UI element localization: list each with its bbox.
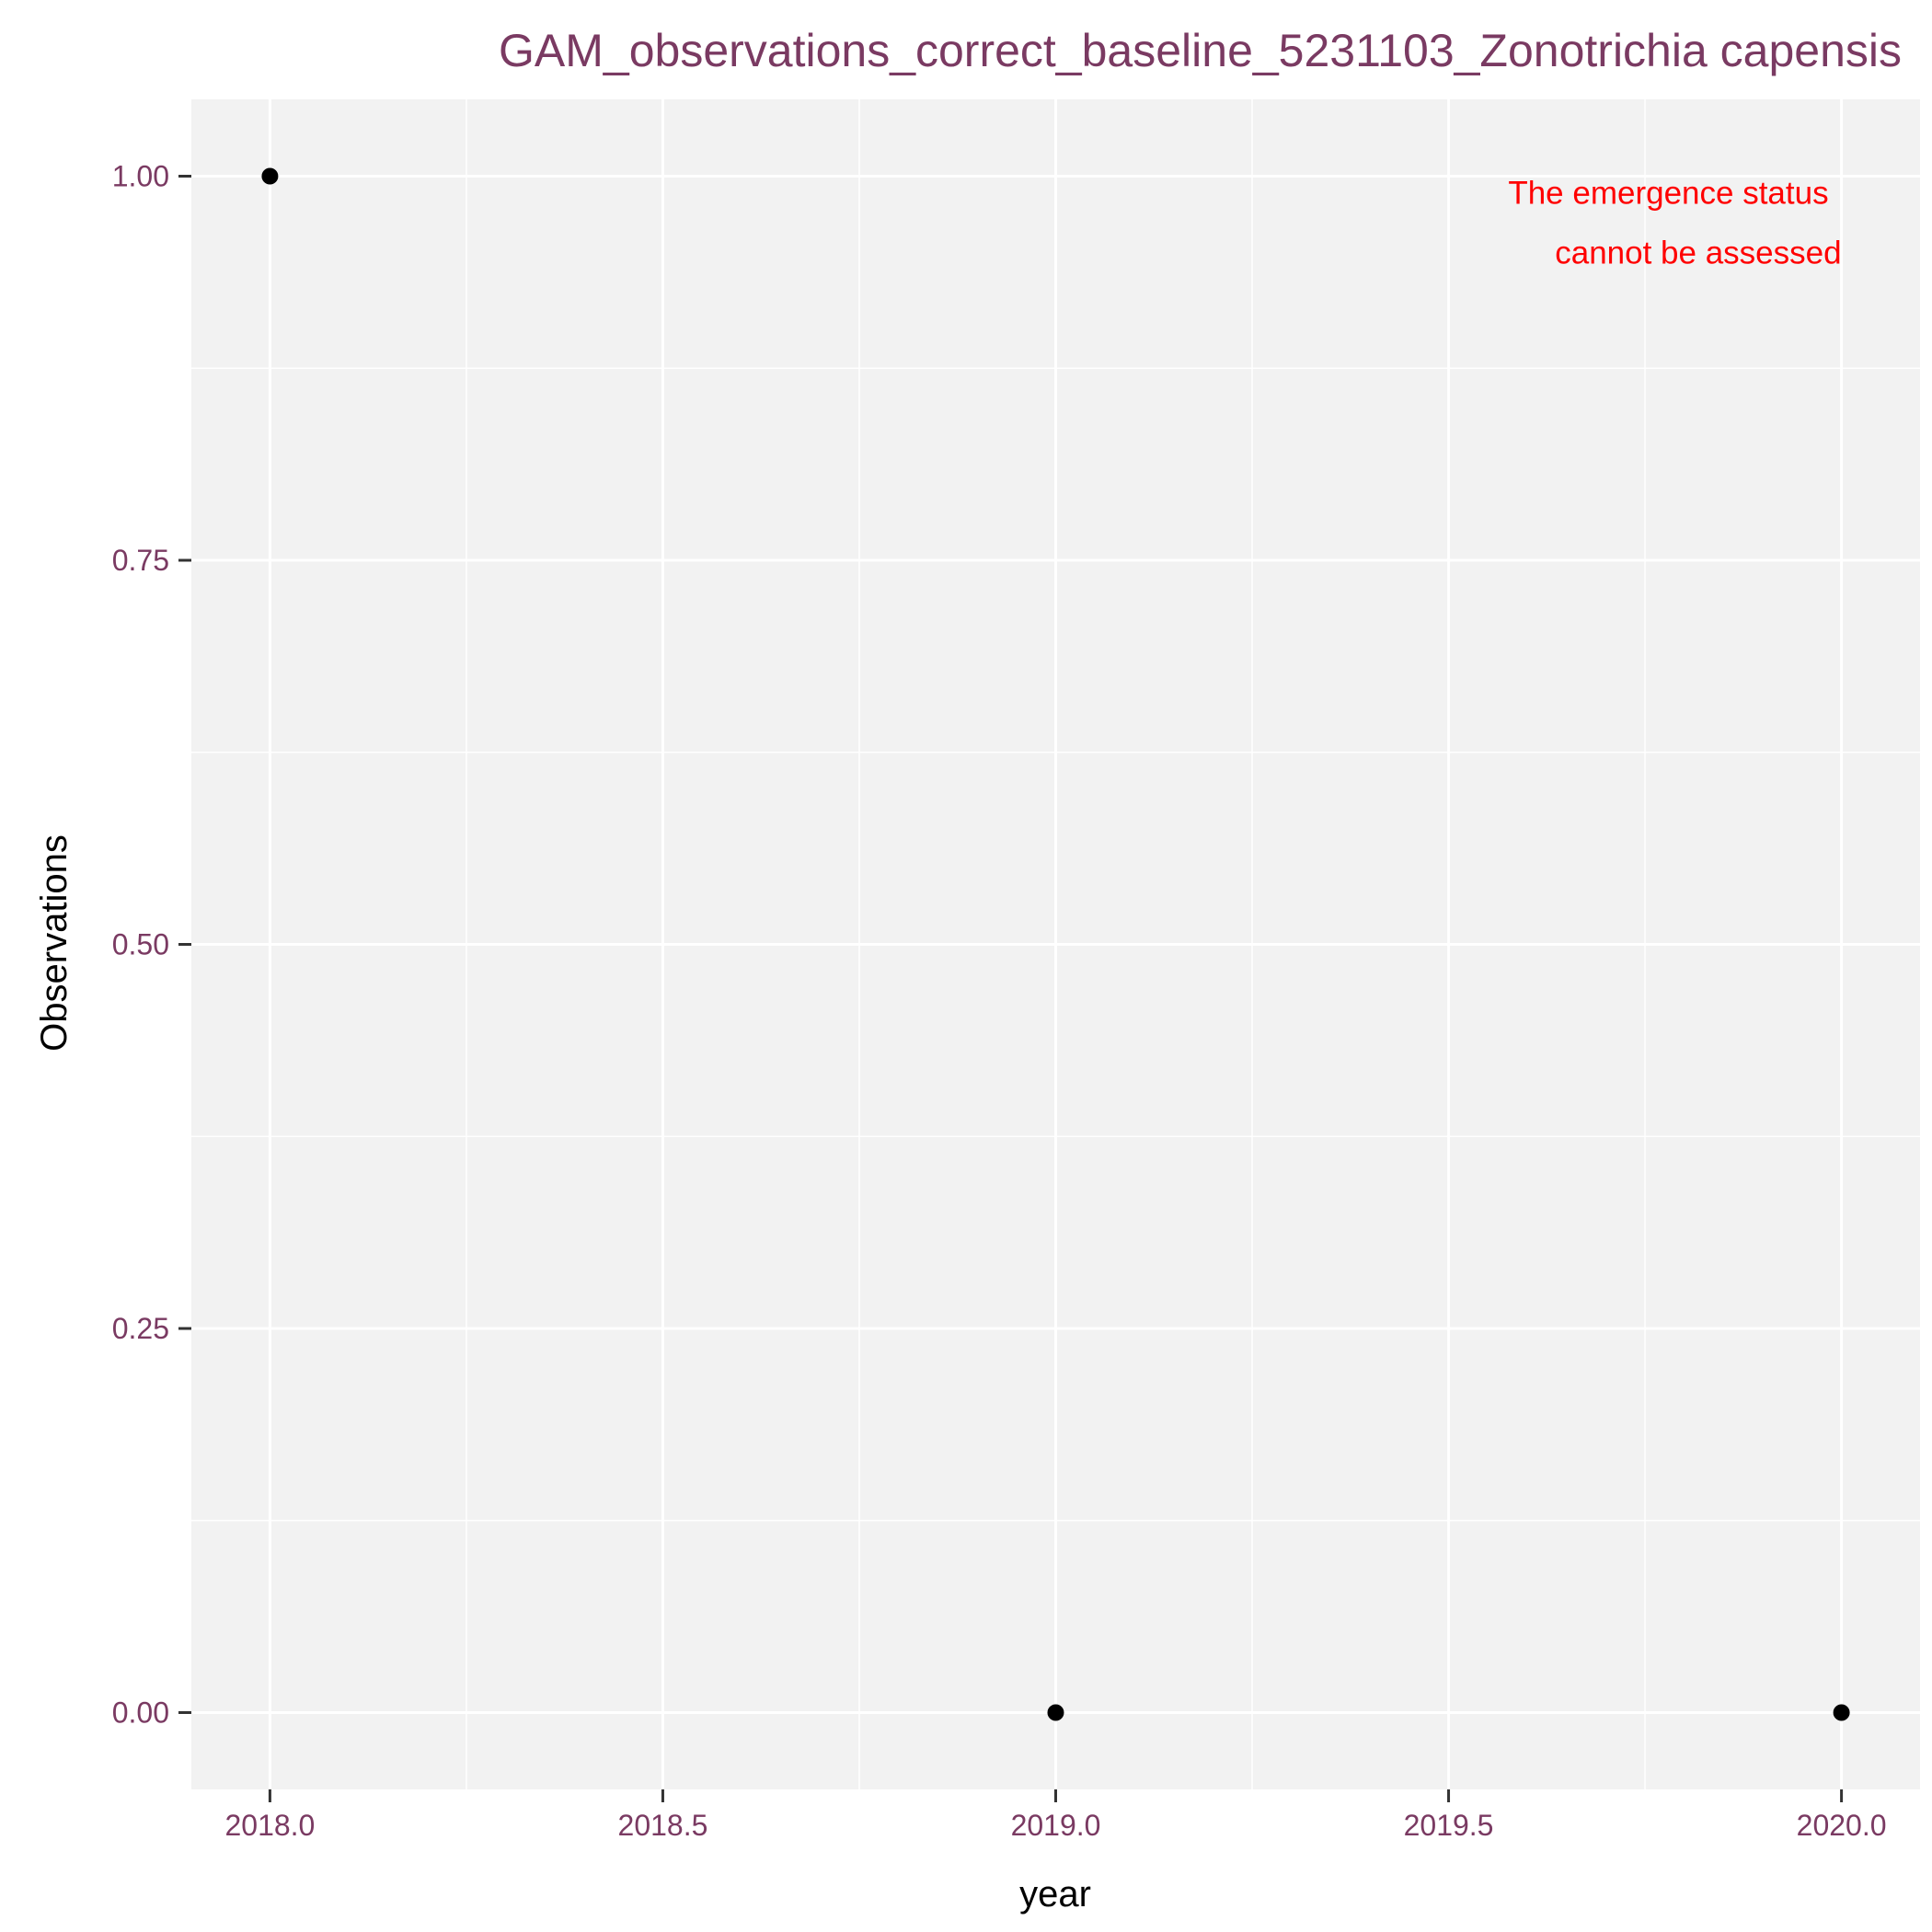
x-tick-label: 2019.0 xyxy=(1011,1809,1101,1842)
data-point xyxy=(1047,1704,1064,1721)
status-annotation: The emergence status cannot be assessed xyxy=(1508,176,1841,271)
y-tick-label: 1.00 xyxy=(112,160,169,193)
annotation-line: The emergence status xyxy=(1508,176,1828,212)
x-tick-label: 2020.0 xyxy=(1797,1809,1887,1842)
data-points xyxy=(261,167,1850,1721)
y-axis: 0.00 0.25 0.50 0.75 1.00 xyxy=(112,160,191,1730)
data-point xyxy=(1833,1704,1850,1721)
y-tick-label: 0.75 xyxy=(112,544,169,577)
y-tick-label: 0.00 xyxy=(112,1696,169,1730)
y-tick-label: 0.50 xyxy=(112,928,169,961)
y-axis-title: Observations xyxy=(34,834,75,1052)
x-axis-title: year xyxy=(1019,1874,1091,1915)
y-tick-label: 0.25 xyxy=(112,1312,169,1345)
x-tick-label: 2018.5 xyxy=(618,1809,708,1842)
x-tick-label: 2019.5 xyxy=(1404,1809,1494,1842)
annotation-line: cannot be assessed xyxy=(1555,236,1841,271)
chart-title: GAM_observations_correct_baseline_523110… xyxy=(499,25,1902,76)
data-point xyxy=(261,167,279,185)
x-axis: 2018.0 2018.5 2019.0 2019.5 2020.0 xyxy=(224,1789,1887,1842)
x-tick-label: 2018.0 xyxy=(224,1809,315,1842)
